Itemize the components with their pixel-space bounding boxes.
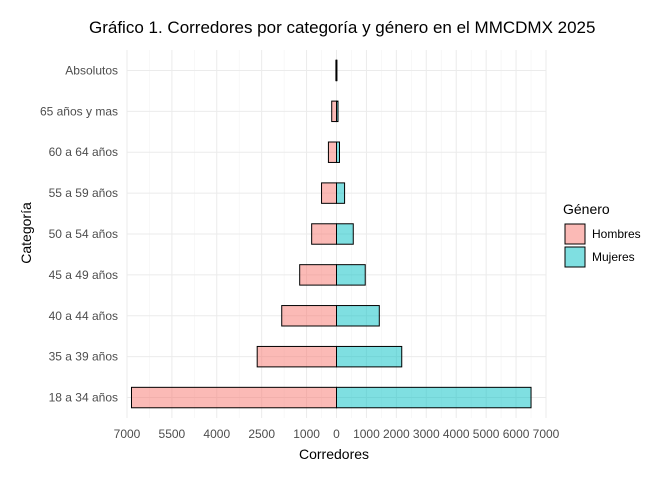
x-tick-label: 7000 xyxy=(114,427,141,441)
bar-mujeres xyxy=(336,100,339,123)
legend-key xyxy=(564,246,586,268)
x-tick-label: 6000 xyxy=(503,427,530,441)
x-tick-label: 4000 xyxy=(443,427,470,441)
bar-mujeres xyxy=(336,182,346,204)
bar-hombres xyxy=(256,345,338,368)
x-tick-label: 5000 xyxy=(473,427,500,441)
y-tick-label: 18 a 34 años xyxy=(49,391,118,405)
bar-mujeres xyxy=(336,141,340,163)
y-axis-title: Categoría xyxy=(18,202,34,264)
legend-key xyxy=(564,223,586,245)
y-tick-label: 45 a 49 años xyxy=(49,268,118,282)
x-tick-label: 0 xyxy=(333,427,340,441)
legend-label: Mujeres xyxy=(592,250,635,264)
y-tick-label: 65 años y mas xyxy=(40,104,118,118)
x-tick-label: 4000 xyxy=(203,427,230,441)
x-tick-label: 1000 xyxy=(353,427,380,441)
y-tick-label: 40 a 44 años xyxy=(49,309,118,323)
y-tick-label: 55 a 59 años xyxy=(49,186,118,200)
y-tick-label: 35 a 39 años xyxy=(49,350,118,364)
bar-hombres xyxy=(311,223,337,245)
bar-hombres xyxy=(327,141,337,163)
bar-mujeres xyxy=(336,223,354,245)
legend: Género Hombres Mujeres xyxy=(563,201,641,268)
x-tick-label: 2000 xyxy=(383,427,410,441)
x-axis-title: Corredores xyxy=(299,446,369,462)
bar-hombres xyxy=(299,264,338,286)
y-tick-label: 50 a 54 años xyxy=(49,227,118,241)
x-tick-label: 2500 xyxy=(248,427,275,441)
legend-title: Género xyxy=(563,201,610,217)
x-tick-label: 5500 xyxy=(159,427,186,441)
y-axis-tick-labels: 18 a 34 años 35 a 39 años 40 a 44 años 45 a… xyxy=(40,63,118,404)
x-tick-label: 3000 xyxy=(413,427,440,441)
chart-title: Gráfico 1. Corredores por categoría y gé… xyxy=(89,18,595,37)
bar-mujeres xyxy=(336,386,532,409)
legend-label: Hombres xyxy=(592,227,641,241)
bar-mujeres xyxy=(336,264,366,286)
y-tick-label: Absolutos xyxy=(65,63,118,77)
bar-mujeres xyxy=(336,305,380,327)
bar-hombres xyxy=(130,386,337,409)
bar-mujeres xyxy=(336,345,403,368)
x-axis-tick-labels: 7000 5500 4000 2500 1000 0 1000 2000 3000 4000 500… xyxy=(114,427,560,441)
x-tick-label: 7000 xyxy=(533,427,560,441)
y-tick-label: 60 a 64 años xyxy=(49,145,118,159)
bar-hombres xyxy=(321,182,337,204)
bar-hombres xyxy=(331,100,337,123)
bar-hombres xyxy=(281,305,337,327)
bars xyxy=(130,59,532,409)
x-tick-label: 1000 xyxy=(293,427,320,441)
